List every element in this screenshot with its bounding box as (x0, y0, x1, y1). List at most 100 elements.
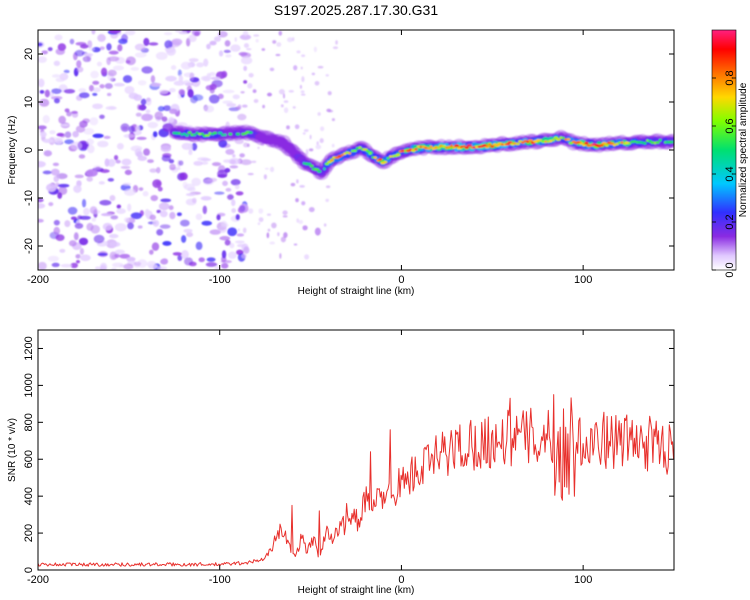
noise-blob (282, 215, 288, 218)
noise-blob (93, 234, 105, 244)
y-tick-label: 20 (23, 48, 35, 60)
noise-blob (179, 219, 190, 227)
noise-blob (296, 179, 299, 184)
noise-blob (42, 170, 52, 175)
x-tick-label: -200 (27, 274, 49, 286)
snr-y-axis: 0 200 400 600 800 1000 1200 (23, 336, 674, 573)
noise-blob (64, 108, 70, 113)
ridge-cell (564, 138, 568, 141)
ridge-cell (437, 146, 441, 150)
ridge-cell (414, 147, 418, 151)
noise-blob (38, 198, 44, 203)
y-tick-label: 0 (23, 147, 35, 153)
noise-blob (269, 67, 275, 72)
noise-blob (134, 43, 146, 51)
noise-blob (203, 105, 215, 113)
noise-blob (144, 208, 150, 217)
ridge-cell (605, 143, 609, 147)
noise-blob (103, 135, 111, 139)
noise-blob (230, 44, 241, 52)
noise-blob (309, 134, 312, 140)
ridge-cell (302, 162, 306, 165)
noise-blob (137, 225, 143, 229)
noise-blob (39, 90, 45, 94)
noise-blob (75, 125, 86, 133)
noise-blob (294, 124, 300, 130)
noise-blob (214, 266, 220, 270)
noise-blob (168, 159, 175, 164)
noise-blob (38, 56, 47, 63)
noise-blob (53, 60, 61, 67)
noise-blob (178, 89, 185, 96)
noise-blob (257, 222, 261, 226)
noise-blob (177, 254, 183, 262)
noise-blob (91, 217, 97, 222)
noise-blob (38, 160, 46, 168)
noise-blob (158, 89, 169, 95)
noise-blob (229, 165, 239, 169)
y-tick-label: 0 (23, 567, 35, 573)
snr-series-line (38, 394, 674, 567)
noise-blob (154, 111, 164, 120)
noise-blob (222, 89, 235, 94)
ridge-cell (416, 145, 421, 148)
colorbar-tick-label: 0.0 (724, 262, 736, 277)
noise-blob (124, 86, 135, 95)
noise-blob (180, 61, 192, 70)
noise-blob (308, 148, 314, 152)
ridge-cell (452, 146, 456, 149)
noise-blob (57, 183, 70, 188)
noise-blob (187, 187, 196, 192)
noise-blob (279, 253, 282, 259)
noise-blob (149, 214, 156, 221)
ridge-cell (641, 141, 644, 144)
noise-blob (272, 40, 277, 44)
y-tick-label: -20 (23, 238, 35, 254)
ridge-cell (426, 147, 431, 150)
noise-blob (119, 264, 124, 268)
noise-blob (304, 254, 310, 260)
ridge-cell (615, 142, 619, 146)
ridge-cell (515, 142, 520, 146)
noise-blob (111, 267, 117, 270)
noise-blob (97, 34, 106, 42)
noise-blob (169, 211, 176, 220)
noise-blob (127, 222, 134, 230)
y-tick-label: 400 (23, 487, 35, 505)
noise-blob (269, 166, 275, 173)
noise-blob (224, 239, 231, 246)
noise-blob (135, 112, 142, 117)
noise-blob (109, 251, 118, 261)
noise-blob (230, 179, 241, 186)
ridge-cell (228, 132, 233, 136)
noise-blob (42, 138, 54, 144)
noise-blob (78, 237, 89, 246)
ridge-cell (637, 141, 642, 144)
noise-blob (184, 257, 194, 266)
noise-blob (171, 38, 183, 46)
ridge-cell (200, 132, 204, 136)
ridge-cell (429, 145, 433, 148)
noise-blob (123, 133, 136, 138)
noise-blob (74, 222, 84, 229)
noise-blob (191, 142, 198, 151)
noise-blob (221, 70, 228, 78)
noise-blob (128, 125, 135, 134)
noise-blob (234, 184, 240, 190)
noise-blob (149, 249, 154, 255)
ridge-cell (190, 133, 194, 137)
ridge-cell (671, 140, 674, 144)
noise-blob (188, 142, 193, 152)
ridge-cell (628, 142, 631, 145)
spectrogram-x-label: Height of straight line (km) (298, 286, 415, 297)
ridge-cell (633, 140, 637, 143)
snr-panel: -200 -100 0 100 0 200 400 600 800 1000 1200 Heigh… (7, 329, 675, 596)
noise-blob (227, 194, 234, 201)
ridge-cell (345, 151, 350, 154)
ridge-cell (466, 144, 473, 147)
noise-blob (223, 159, 232, 163)
noise-blob (88, 47, 95, 52)
noise-blob (261, 48, 266, 51)
noise-blob (208, 94, 220, 104)
